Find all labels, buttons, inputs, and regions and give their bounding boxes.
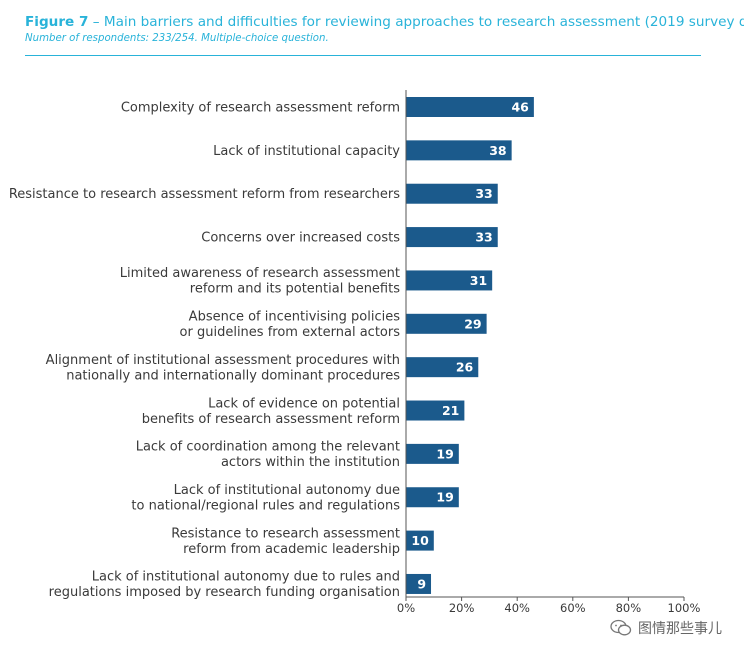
category-label: regulations imposed by research funding … bbox=[49, 585, 400, 600]
category-label: reform and its potential benefits bbox=[190, 282, 400, 297]
x-tick-label: 100% bbox=[668, 601, 701, 615]
bar-value-label: 31 bbox=[470, 273, 487, 288]
figure-title-text: – Main barriers and difficulties for rev… bbox=[88, 14, 744, 30]
category-label: Lack of institutional capacity bbox=[213, 144, 400, 159]
bar-value-label: 10 bbox=[411, 533, 429, 548]
watermark: 图情那些事儿 bbox=[610, 618, 722, 638]
category-label: Absence of incentivising policies bbox=[189, 310, 401, 325]
category-label: Complexity of research assessment reform bbox=[121, 101, 400, 116]
bar bbox=[406, 97, 534, 117]
bar bbox=[406, 487, 459, 508]
category-label: Concerns over increased costs bbox=[201, 231, 400, 246]
figure-header: Figure 7 – Main barriers and difficultie… bbox=[25, 12, 744, 44]
bar-value-label: 19 bbox=[436, 446, 453, 461]
category-label: nationally and internationally dominant … bbox=[66, 368, 400, 383]
x-tick-label: 20% bbox=[449, 601, 475, 615]
bar bbox=[406, 270, 493, 291]
figure-title: Figure 7 – Main barriers and difficultie… bbox=[25, 12, 744, 32]
category-label: Resistance to research assessment bbox=[171, 526, 400, 541]
header-rule bbox=[25, 55, 701, 56]
category-label: actors within the institution bbox=[221, 455, 400, 470]
bar bbox=[406, 357, 479, 378]
bar bbox=[406, 313, 487, 334]
figure-subtitle: Number of respondents: 233/254. Multiple… bbox=[25, 33, 329, 44]
x-tick-label: 0% bbox=[397, 601, 415, 615]
category-label: or guidelines from external actors bbox=[180, 325, 401, 340]
category-label: Lack of institutional autonomy due to ru… bbox=[92, 570, 400, 585]
category-label: reform from academic leadership bbox=[183, 542, 400, 557]
bar bbox=[406, 183, 498, 204]
bar-value-label: 29 bbox=[464, 316, 481, 331]
category-label: Resistance to research assessment reform… bbox=[9, 187, 400, 202]
bar bbox=[406, 573, 432, 594]
x-tick-label: 40% bbox=[504, 601, 530, 615]
watermark-text: 图情那些事儿 bbox=[638, 621, 722, 637]
category-label: Lack of coordination among the relevant bbox=[136, 440, 400, 455]
category-label: Limited awareness of research assessment bbox=[120, 266, 400, 281]
category-label: Lack of evidence on potential bbox=[208, 396, 400, 411]
bar-value-label: 26 bbox=[456, 360, 474, 375]
category-label: Lack of institutional autonomy due bbox=[174, 483, 400, 498]
category-label: to national/regional rules and regulatio… bbox=[131, 498, 400, 513]
x-tick-label: 60% bbox=[560, 601, 586, 615]
bar bbox=[406, 140, 512, 161]
bar-value-label: 33 bbox=[475, 186, 492, 201]
category-label: Alignment of institutional assessment pr… bbox=[46, 353, 400, 368]
bar-value-label: 33 bbox=[475, 230, 492, 245]
bar-value-label: 9 bbox=[417, 576, 426, 591]
x-tick-label: 80% bbox=[616, 601, 642, 615]
wechat-bubble-icon bbox=[610, 619, 632, 636]
bar-value-label: 19 bbox=[436, 490, 453, 505]
bar bbox=[406, 530, 434, 551]
bar-value-label: 38 bbox=[489, 143, 506, 158]
bar bbox=[406, 400, 465, 421]
bar-value-label: 46 bbox=[511, 100, 529, 115]
bar bbox=[406, 227, 498, 248]
figure-label: Figure 7 bbox=[25, 14, 89, 30]
category-label: benefits of research assessment reform bbox=[142, 412, 400, 427]
bar-value-label: 21 bbox=[442, 403, 459, 418]
bar bbox=[406, 443, 459, 464]
